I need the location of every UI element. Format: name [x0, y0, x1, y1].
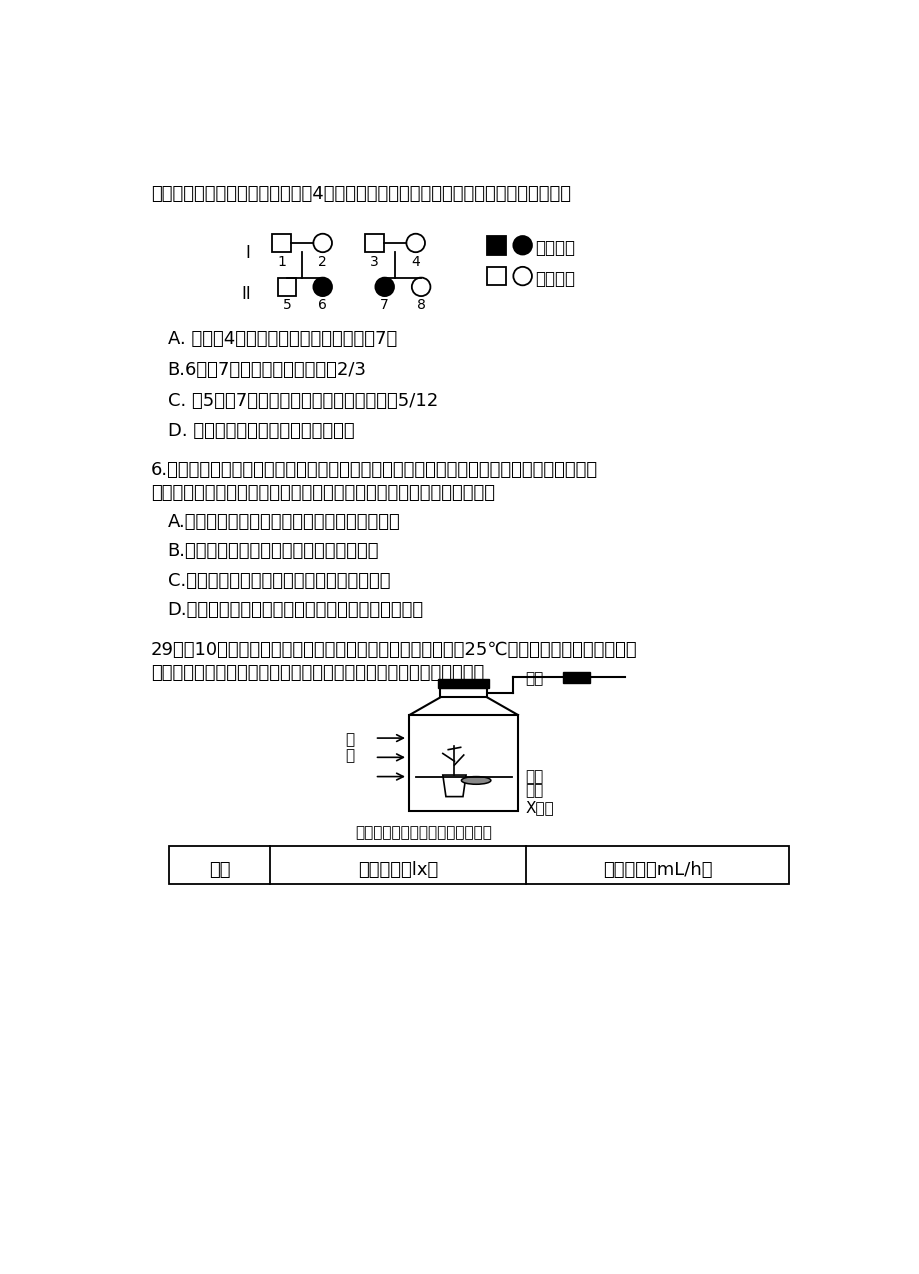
Text: 液滴移动（mL/h）: 液滴移动（mL/h）: [602, 861, 711, 879]
Bar: [486, 266, 505, 285]
Text: 密闭: 密闭: [525, 769, 543, 784]
Text: 4: 4: [411, 255, 420, 269]
Ellipse shape: [513, 266, 531, 285]
Text: 3: 3: [369, 255, 379, 269]
Text: C. 若5号与7号结婚，生育患病孩子的概率为5/12: C. 若5号与7号结婚，生育患病孩子的概率为5/12: [167, 391, 437, 409]
Text: 6: 6: [318, 298, 327, 312]
Text: I: I: [245, 243, 250, 261]
Text: A. 子代的4人中，能确定出基因型的只有7号: A. 子代的4人中，能确定出基因型的只有7号: [167, 330, 396, 348]
Ellipse shape: [313, 233, 332, 252]
Text: X溶液: X溶液: [525, 800, 554, 814]
Text: 液滴: 液滴: [525, 671, 543, 687]
Text: 2: 2: [318, 255, 327, 269]
Text: 正常男女: 正常男女: [535, 270, 574, 288]
Text: 7: 7: [380, 298, 389, 312]
Text: 境破坏作为代价来换一时的发展。下列关于人与自然的叙述中，正确的是: 境破坏作为代价来换一时的发展。下列关于人与自然的叙述中，正确的是: [151, 484, 494, 502]
Bar: [437, 679, 489, 688]
Ellipse shape: [313, 278, 332, 296]
Ellipse shape: [375, 278, 393, 296]
Text: 图的两个患病家系中，已知亲代中4号与其他三人的基因型不同。下列分析判断错误的是: 图的两个患病家系中，已知亲代中4号与其他三人的基因型不同。下列分析判断错误的是: [151, 185, 570, 204]
Bar: [440, 688, 486, 697]
Text: D. 两个家庭再生孩子患病的概率相等: D. 两个家庭再生孩子患病的概率相等: [167, 423, 354, 441]
Text: 测定每次实验数据并求平均值，各组实验数据见表。请回答下列问题：: 测定每次实验数据并求平均值，各组实验数据见表。请回答下列问题：: [151, 664, 483, 682]
Text: 1: 1: [277, 255, 286, 269]
Ellipse shape: [513, 236, 531, 255]
Bar: [486, 236, 505, 255]
Bar: [169, 846, 789, 884]
Bar: [365, 233, 383, 252]
Bar: [409, 715, 517, 812]
Text: C.生态农业可以提高生态系统的能量传递效率: C.生态农业可以提高生态系统的能量传递效率: [167, 572, 390, 590]
Text: 照: 照: [345, 748, 354, 763]
Text: II: II: [241, 285, 251, 303]
Text: 患病男女: 患病男女: [535, 240, 574, 257]
Bar: [272, 233, 290, 252]
Text: 6.中国共产党第十九次全国代表大会中，将生态文明建设提到前所未有的高度，强调不能用环: 6.中国共产党第十九次全国代表大会中，将生态文明建设提到前所未有的高度，强调不能…: [151, 461, 597, 479]
Text: 光照强度（lx）: 光照强度（lx）: [357, 861, 437, 879]
Text: A.大量引进外来物种必然提高生态系统的稳定性: A.大量引进外来物种必然提高生态系统的稳定性: [167, 513, 400, 531]
Polygon shape: [442, 775, 466, 796]
Text: 光: 光: [345, 733, 354, 747]
Ellipse shape: [406, 233, 425, 252]
Ellipse shape: [461, 777, 491, 785]
Text: 5: 5: [282, 298, 291, 312]
Text: B.大力植树造林是缓解温室效应的根本措施: B.大力植树造林是缓解温室效应的根本措施: [167, 543, 379, 561]
Text: 8: 8: [416, 298, 425, 312]
Text: 组别: 组别: [209, 861, 230, 879]
Text: B.6号与7号基因型相同的概率为2/3: B.6号与7号基因型相同的概率为2/3: [167, 361, 367, 378]
Bar: [278, 278, 296, 296]
Text: 29．（10分）某兴趣小组利用如图所示的若干组实验装置，在25℃条件下进行了一系列实验，: 29．（10分）某兴趣小组利用如图所示的若干组实验装置，在25℃条件下进行了一系…: [151, 641, 637, 659]
Bar: [562, 671, 589, 683]
Text: D.人类活动可以改变生态能量流动和群落演替的方向: D.人类活动可以改变生态能量流动和群落演替的方向: [167, 601, 424, 619]
Text: 小室: 小室: [525, 782, 543, 798]
Ellipse shape: [412, 278, 430, 296]
Text: 装置内氧气充足，不考虑无氧呼吸: 装置内氧气充足，不考虑无氧呼吸: [355, 826, 492, 840]
